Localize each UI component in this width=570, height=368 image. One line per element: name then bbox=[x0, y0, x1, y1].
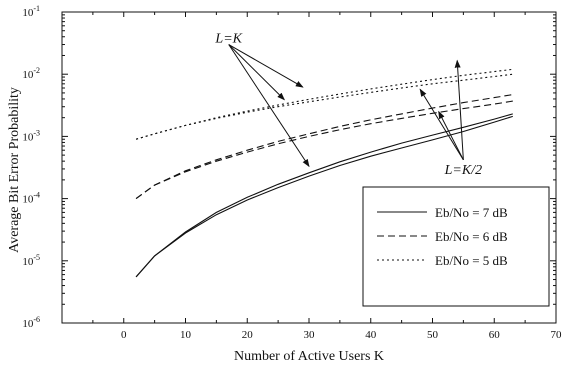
series-line-3 bbox=[135, 100, 513, 200]
y-tick-label: 10-4 bbox=[22, 191, 40, 206]
legend-label: Eb/No = 5 dB bbox=[435, 253, 508, 268]
series-line-1 bbox=[135, 115, 513, 278]
x-tick-label: 50 bbox=[427, 329, 439, 341]
series-layer bbox=[135, 68, 513, 278]
x-tick-label: 10 bbox=[180, 329, 192, 341]
y-axis-ticks: 10-6 10-5 10-4 10-3 10-2 10-1 bbox=[22, 4, 556, 330]
y-tick-label: 10-6 bbox=[22, 315, 40, 330]
series-line-6 bbox=[135, 68, 513, 140]
legend-box bbox=[362, 186, 550, 307]
annotation-label: L=K/2 bbox=[444, 163, 482, 178]
y-axis-label: Average Bit Error Probability bbox=[7, 87, 22, 253]
x-tick-label: 40 bbox=[365, 329, 377, 341]
legend-label: Eb/No = 7 dB bbox=[435, 205, 508, 220]
annotation-arrow bbox=[438, 110, 464, 161]
y-tick-label: 10-3 bbox=[22, 128, 40, 143]
y-tick-label: 10-5 bbox=[22, 253, 40, 268]
series-line-4 bbox=[135, 94, 513, 200]
annotation-label: L=K bbox=[214, 32, 242, 47]
annotation-arrow bbox=[419, 88, 464, 161]
legend: Eb/No = 7 dB Eb/No = 6 dB Eb/No = 5 dB bbox=[362, 186, 550, 307]
x-tick-label: 70 bbox=[551, 329, 563, 341]
annotation-arrow bbox=[228, 44, 304, 88]
series-line-2 bbox=[135, 113, 513, 278]
x-tick-label: 60 bbox=[489, 329, 501, 341]
annotation-layer: L=K L=K/2 bbox=[214, 32, 482, 178]
y-tick-label: 10-2 bbox=[22, 66, 40, 81]
annotation-arrow bbox=[454, 59, 464, 160]
x-tick-label: 30 bbox=[304, 329, 316, 341]
annotation-arrow bbox=[228, 44, 310, 168]
x-tick-label: 20 bbox=[242, 329, 254, 341]
x-axis-label: Number of Active Users K bbox=[234, 349, 384, 364]
x-tick-label: 0 bbox=[121, 329, 127, 341]
annotation-arrow bbox=[228, 44, 286, 101]
legend-label: Eb/No = 6 dB bbox=[435, 229, 508, 244]
y-tick-label: 10-1 bbox=[22, 4, 40, 19]
x-axis-ticks: 0 10 20 30 40 50 60 70 bbox=[92, 12, 563, 341]
